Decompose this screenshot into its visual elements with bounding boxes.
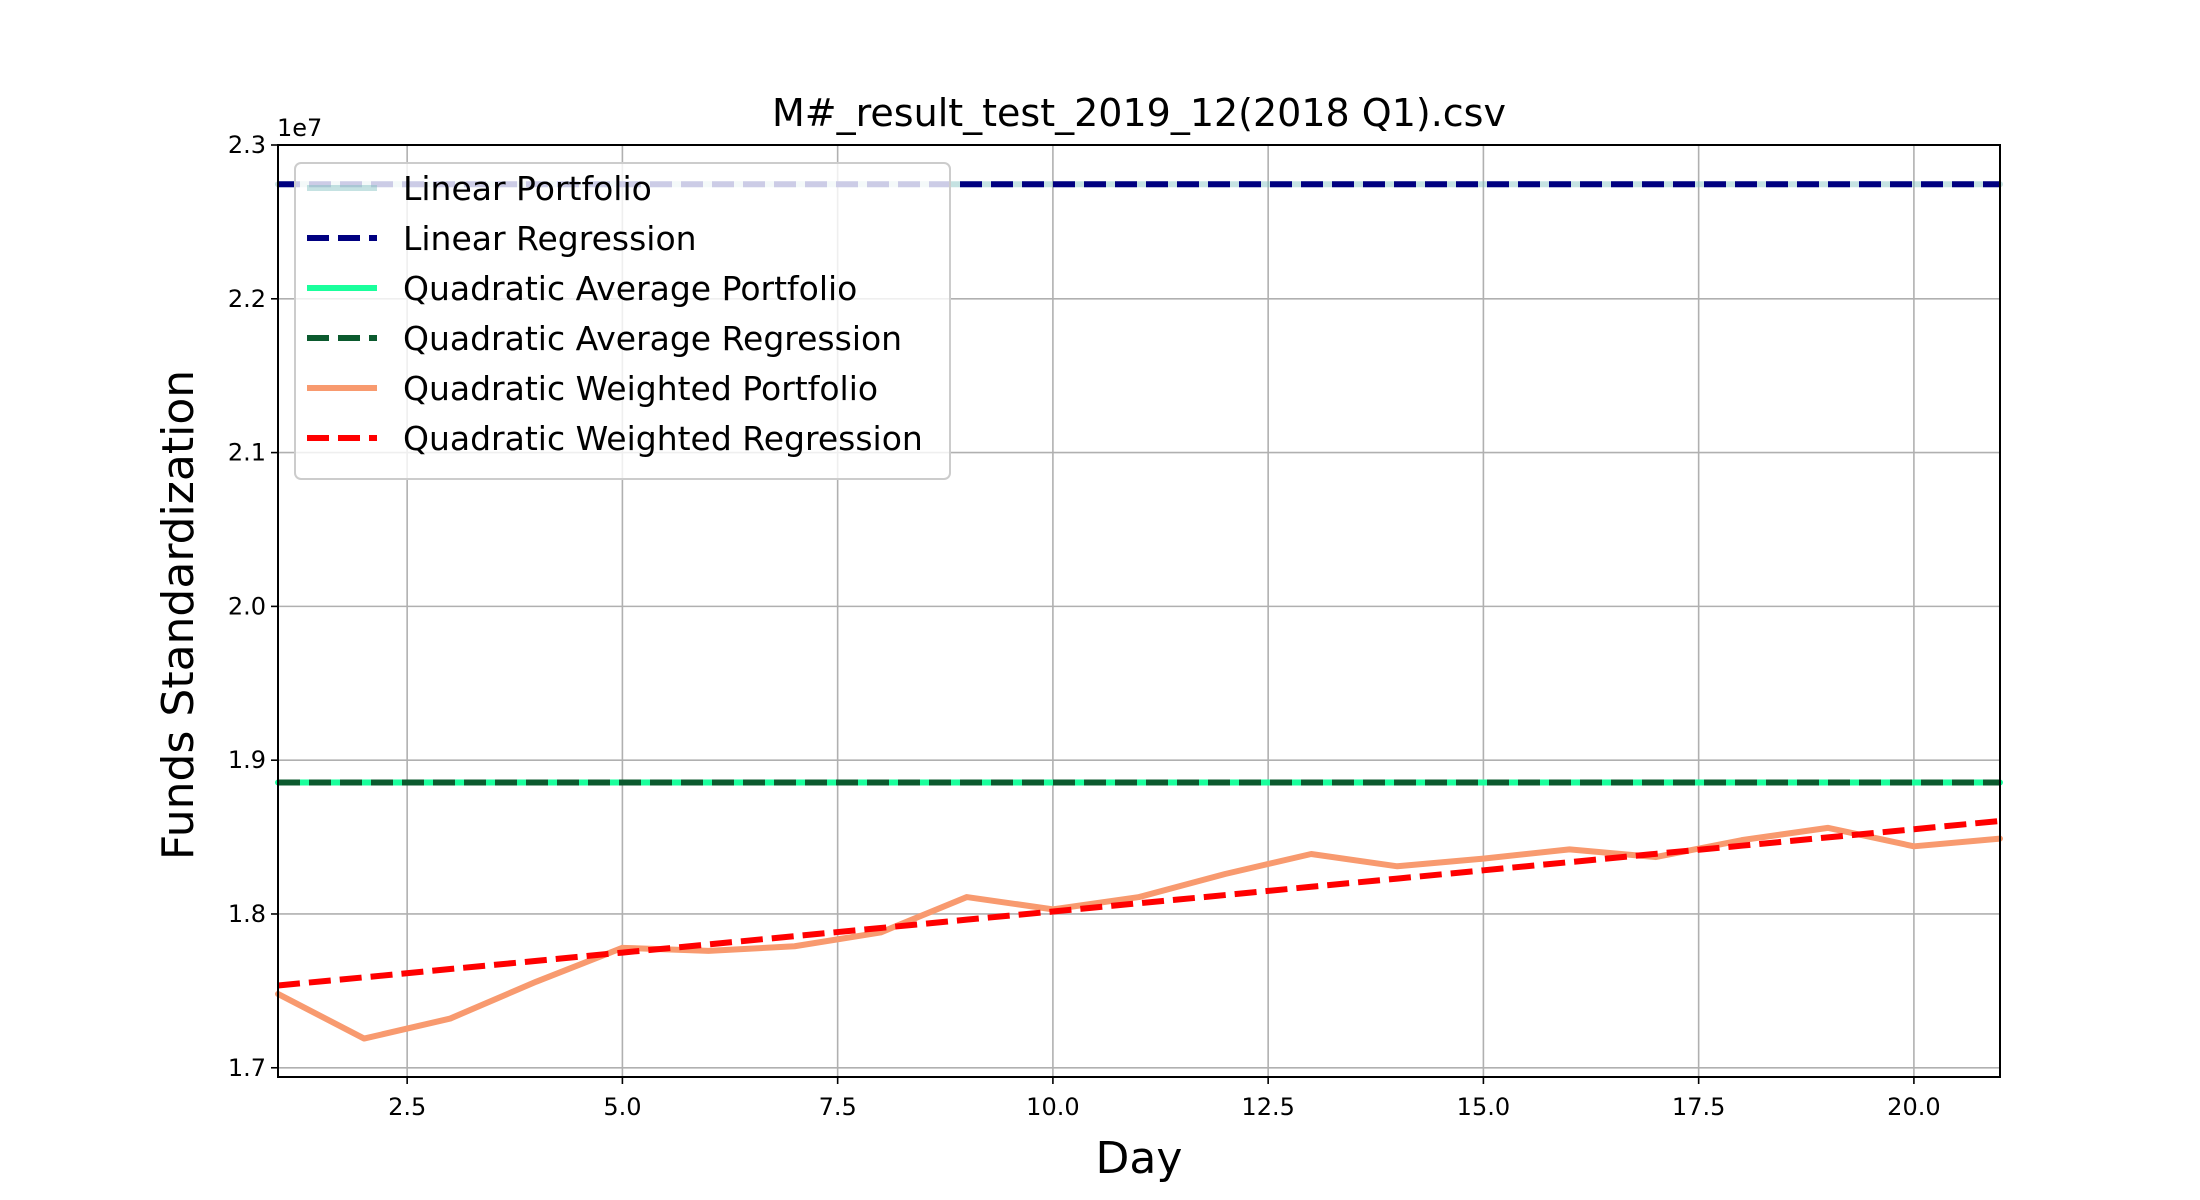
legend-label: Linear Regression [403,219,697,258]
legend-label: Quadratic Weighted Portfolio [403,369,878,408]
plot-frame [277,144,2001,1078]
x-tick-label: 10.0 [1026,1093,1079,1121]
legend: Linear Portfolio Linear Regression Quadrat… [294,162,951,480]
legend-label: Quadratic Average Portfolio [403,269,857,308]
legend-label: Quadratic Average Regression [403,319,902,358]
y-tick-label: 2.2 [228,285,266,313]
y-offset-label: 1e7 [277,114,322,142]
y-tick-label: 2.1 [228,439,266,467]
y-tick-label: 1.8 [228,900,266,928]
grid [278,144,2000,1077]
x-tick-label: 7.5 [819,1093,857,1121]
legend-box [294,162,951,480]
x-tick-label: 12.5 [1241,1093,1294,1121]
x-tick-label: 15.0 [1457,1093,1510,1121]
x-tick-label: 2.5 [388,1093,426,1121]
y-tick-label: 2.3 [228,131,266,159]
y-tick-label: 2.0 [228,592,266,620]
y-axis-label: Funds Standardization [153,370,204,860]
x-tick-label: 20.0 [1887,1093,1940,1121]
y-tick-label: 1.7 [228,1054,266,1082]
legend-label: Quadratic Weighted Regression [403,419,923,458]
quadratic-weighted-portfolio-line [275,824,2003,1042]
quadratic-weighted-regression-line [277,817,2001,989]
x-axis-label: Day [1096,1133,1183,1184]
x-tick-label: 17.5 [1672,1093,1725,1121]
axis-ticks: 2.5 5.0 7.5 10.0 12.5 15.0 17.5 20.0 1.7 1.8 1.9 2.… [228,131,1941,1121]
y-tick-label: 1.9 [228,746,266,774]
chart-title: M#_result_test_2019_12(2018 Q1).csv [772,91,1506,135]
x-tick-label: 5.0 [603,1093,641,1121]
legend-label: Linear Portfolio [403,169,652,208]
